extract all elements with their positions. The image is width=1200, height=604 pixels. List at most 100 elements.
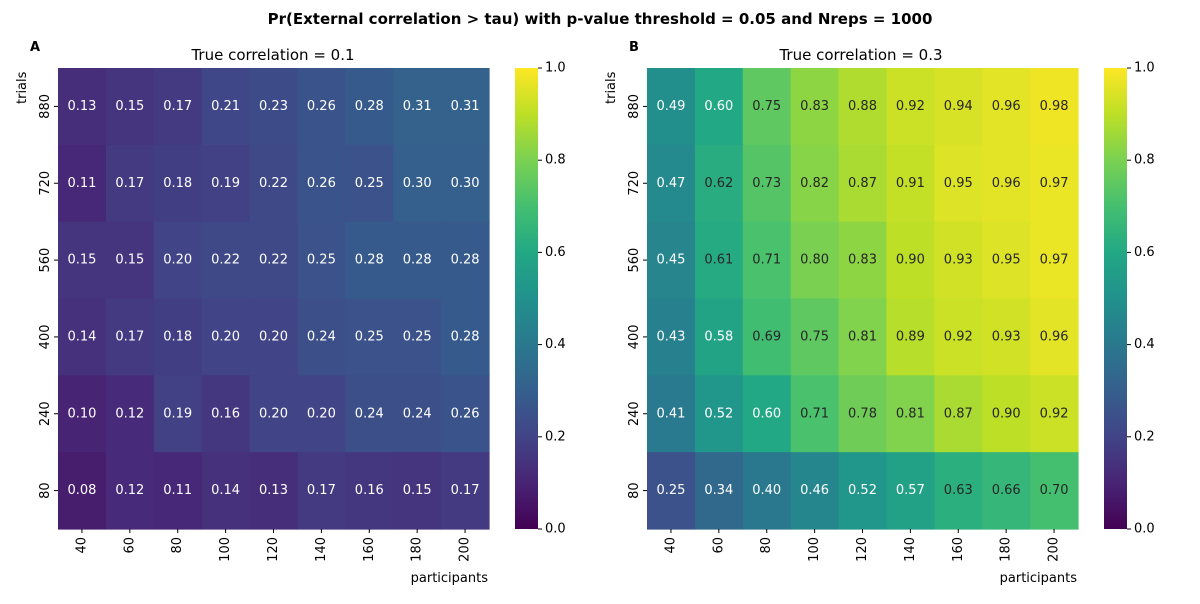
cell-value-label: 0.52 [704,406,733,421]
heatmap-cell [647,375,696,453]
heatmap-cell [201,144,251,223]
heatmap-cell [838,298,888,376]
colorbar [1104,68,1127,529]
cell-value-label: 0.80 [800,253,829,268]
cell-value-label: 0.82 [800,176,829,191]
y-tick-label: 880 [38,94,53,119]
heatmap-cell [838,68,888,146]
heatmap-cell [393,68,442,146]
colorbar-tick-label: 0.4 [545,337,566,352]
cell-value-label: 0.11 [163,483,192,498]
x-tick-label: 120 [266,537,281,562]
cell-value-label: 0.95 [992,253,1021,268]
x-tick-label: 180 [999,537,1014,562]
heatmap-cell [647,452,696,530]
cell-value-label: 0.22 [259,253,288,268]
cell-value-label: 0.71 [800,406,829,421]
cell-value-label: 0.45 [656,253,685,268]
cell-value-label: 0.25 [307,253,336,268]
heatmap-cell [58,68,107,146]
y-tick-label: 720 [38,171,53,196]
cell-value-label: 0.25 [355,329,384,344]
cell-value-label: 0.46 [800,483,829,498]
heatmap-cell [934,68,983,146]
cell-value-label: 0.97 [1040,253,1069,268]
cell-value-label: 0.66 [992,483,1021,498]
cell-value-label: 0.20 [211,329,240,344]
heatmap-cell [790,68,840,146]
heatmap-cell [297,375,346,453]
cell-value-label: 0.60 [752,406,781,421]
heatmap-cell [982,68,1031,146]
cell-value-label: 0.75 [800,329,829,344]
cell-value-label: 0.69 [752,329,781,344]
cell-value-label: 0.25 [355,176,384,191]
heatmap-cell [153,375,203,453]
cell-value-label: 0.30 [451,176,480,191]
cell-value-label: 0.40 [752,483,781,498]
heatmap-cell [982,375,1031,453]
heatmap-cell [201,375,251,453]
heatmap-cell [790,144,840,223]
heatmap-cell [153,68,203,146]
x-tick-label: 160 [362,537,377,562]
heatmap-cell [58,144,107,223]
panel-subtitle: True correlation = 0.3 [778,46,942,64]
cell-value-label: 0.31 [403,99,432,114]
figure-title: Pr(External correlation > tau) with p-va… [268,10,933,28]
cell-value-label: 0.93 [944,253,973,268]
heatmap-cell [790,221,840,300]
heatmap-cell [297,68,346,146]
heatmap-cell [838,452,888,530]
heatmap-cell [345,144,394,223]
cell-value-label: 0.15 [115,99,144,114]
heatmap-cell [393,144,442,223]
heatmap-cell [742,375,792,453]
colorbar-tick-label: 0.0 [545,522,566,537]
cell-value-label: 0.30 [403,176,432,191]
x-tick-label: 160 [951,537,966,562]
heatmap-cell [1030,68,1079,146]
cell-value-label: 0.14 [211,483,240,498]
heatmap-cell [838,144,888,223]
heatmap-cell [441,452,490,530]
x-tick-label: 180 [410,537,425,562]
cell-value-label: 0.14 [67,329,96,344]
heatmap-cell [647,298,696,376]
y-axis-label: trials [604,71,619,104]
heatmap-cell [886,452,935,530]
heatmap-cell [345,452,394,530]
cell-value-label: 0.20 [259,329,288,344]
cell-value-label: 0.78 [848,406,877,421]
cell-value-label: 0.90 [992,406,1021,421]
cell-value-label: 0.22 [211,253,240,268]
heatmap-cell [58,221,107,300]
cell-value-label: 0.52 [848,483,877,498]
x-tick-label: 100 [807,537,822,562]
heatmap-cell [201,221,251,300]
heatmap-cell [1030,452,1079,530]
cell-value-label: 0.13 [67,99,96,114]
colorbar-tick-label: 0.8 [545,153,566,168]
cell-value-label: 0.25 [656,483,685,498]
cell-value-label: 0.20 [307,406,336,421]
colorbar-tick-label: 0.0 [1134,522,1155,537]
cell-value-label: 0.43 [656,329,685,344]
heatmap-cell [105,221,155,300]
heatmap-cell [886,375,935,453]
heatmap-cell [790,298,840,376]
cell-value-label: 0.83 [848,253,877,268]
cell-value-label: 0.92 [1040,406,1069,421]
panel-letter: B [629,40,639,55]
y-tick-label: 80 [627,482,642,499]
heatmap-cell [742,221,792,300]
cell-value-label: 0.96 [992,99,1021,114]
heatmap-cell [694,452,744,530]
heatmap-cell [934,375,983,453]
cell-value-label: 0.15 [403,483,432,498]
heatmap-cell [249,298,299,376]
cell-value-label: 0.20 [259,406,288,421]
cell-value-label: 0.12 [115,406,144,421]
cell-value-label: 0.60 [704,99,733,114]
cell-value-label: 0.17 [451,483,480,498]
